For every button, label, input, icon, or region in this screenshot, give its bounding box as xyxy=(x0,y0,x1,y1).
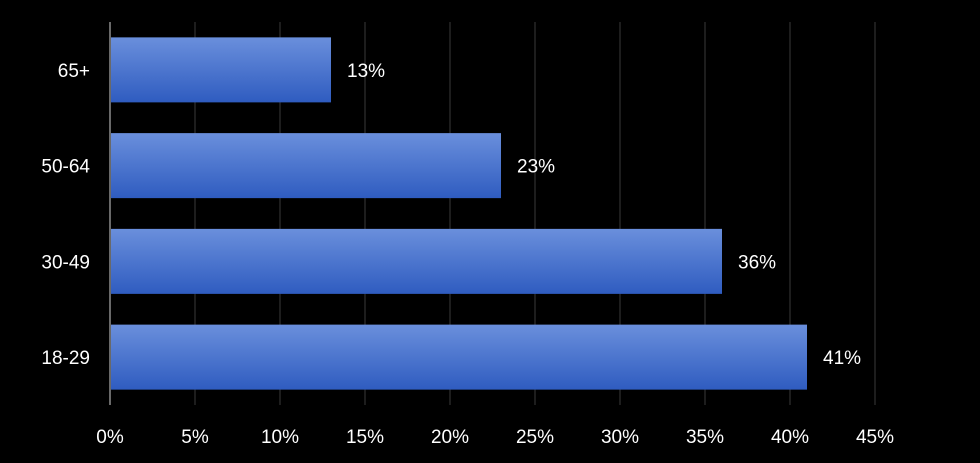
bar-18-29 xyxy=(111,324,807,390)
y-category-label: 50-64 xyxy=(41,157,90,178)
data-label: 13% xyxy=(347,61,385,82)
x-tick-label: 0% xyxy=(96,427,124,448)
data-label: 36% xyxy=(738,252,776,273)
bars xyxy=(111,37,807,390)
bar-65+ xyxy=(111,37,331,103)
x-tick-label: 20% xyxy=(431,427,469,448)
data-label: 23% xyxy=(517,157,555,178)
y-category-label: 18-29 xyxy=(41,348,90,369)
x-tick-label: 15% xyxy=(346,427,384,448)
bar-30-49 xyxy=(111,228,722,294)
labels: 0% 5% 10% 15% 20% 25% 30% 35% 40% 45% 65+ 13% 50-64 2… xyxy=(41,61,894,448)
data-label: 41% xyxy=(823,348,861,369)
y-category-label: 30-49 xyxy=(41,252,90,273)
x-tick-label: 10% xyxy=(261,427,299,448)
bar-50-64 xyxy=(111,133,501,199)
x-tick-label: 5% xyxy=(181,427,209,448)
x-tick-label: 40% xyxy=(771,427,809,448)
x-tick-label: 25% xyxy=(516,427,554,448)
x-tick-label: 35% xyxy=(686,427,724,448)
x-tick-label: 30% xyxy=(601,427,639,448)
y-category-label: 65+ xyxy=(58,61,90,82)
x-tick-label: 45% xyxy=(856,427,894,448)
